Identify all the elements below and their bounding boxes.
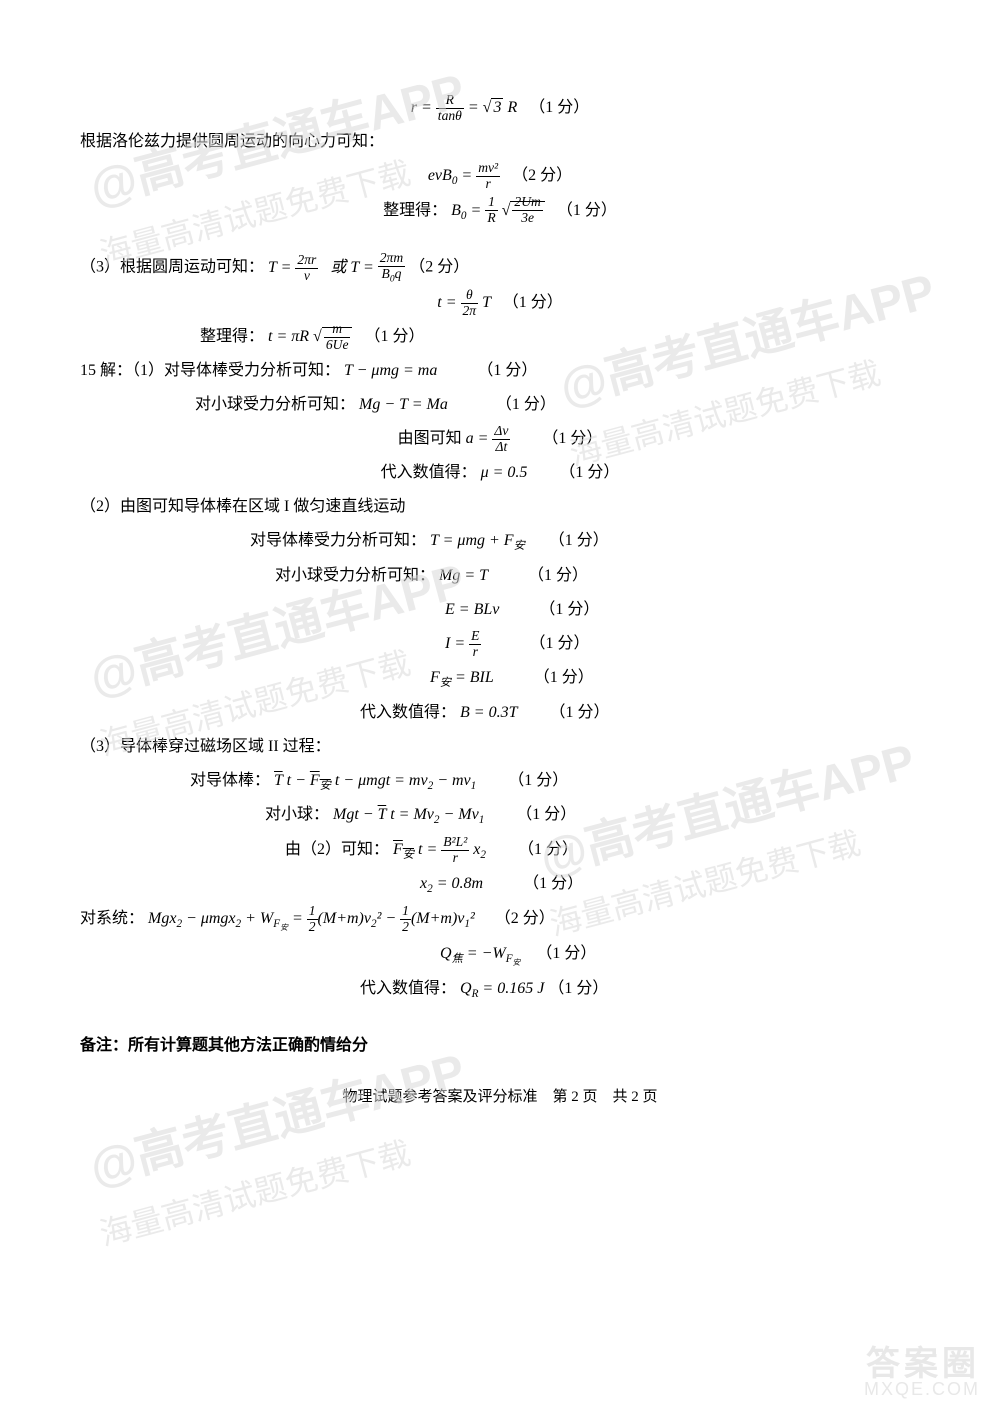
- formula-t2: t = πR √m6Ue: [268, 327, 356, 345]
- formula-Mg: Mg = T: [439, 567, 488, 584]
- eq-line-9: 对小球受力分析可知： Mg − T = Ma （1 分）: [80, 389, 920, 421]
- score: （1 分）: [559, 464, 619, 481]
- formula-a: a = ΔvΔt: [466, 430, 515, 447]
- eq-line-18: 代入数值得： B = 0.3T （1 分）: [80, 697, 920, 729]
- formula-b0: B0 = 1R √2Um3e: [451, 202, 549, 219]
- label: 由图可知: [398, 430, 462, 447]
- eq-line-26: 代入数值得： QR = 0.165 J （1 分）: [80, 973, 920, 1006]
- score: （2 分）: [409, 259, 469, 276]
- score: （1 分）: [529, 99, 589, 116]
- formula-Fa: F安 = BIL: [430, 669, 494, 686]
- score: （1 分）: [477, 362, 537, 379]
- formula-impulse-ball: Mgt − T t = Mv2 − Mv1: [333, 806, 484, 823]
- formula-system: Mgx2 − μmgx2 + WF安 = 12(M+m)v2² − 12(M+m…: [148, 910, 479, 927]
- eq-line-10: 由图可知 a = ΔvΔt （1 分）: [80, 423, 920, 455]
- formula-x2: x2 = 0.8m: [420, 875, 483, 892]
- label: 整理得：: [200, 328, 264, 345]
- score: （1 分）: [503, 294, 563, 311]
- eq-line-4: 整理得： B0 = 1R √2Um3e （1 分）: [80, 195, 920, 228]
- label: 代入数值得：: [360, 980, 456, 997]
- eq-line-16: I = Er （1 分）: [80, 628, 920, 660]
- formula-rod: T − μmg = ma: [344, 362, 437, 379]
- formula-mu: μ = 0.5: [481, 464, 528, 481]
- score: （2 分）: [512, 167, 572, 184]
- prefix: 15 解：（1）对导体棒受力分析可知：: [80, 362, 340, 379]
- eq-line-14: 对小球受力分析可知： Mg = T （1 分）: [80, 560, 920, 592]
- eq-line-21: 对小球： Mgt − T t = Mv2 − Mv1 （1 分）: [80, 799, 920, 832]
- formula-QR: QR = 0.165 J: [460, 980, 544, 997]
- formula-impulse-rod: T t − F安 t − μmgt = mv2 − mv1: [274, 772, 476, 789]
- score: （1 分）: [549, 532, 609, 549]
- page-content: r = Rtanθ = √3 R （1 分） 根据洛伦兹力提供圆周运动的向心力可…: [0, 0, 1000, 1162]
- spacer: [80, 229, 920, 249]
- eq-line-25: Q焦 = −WF安 （1 分）: [80, 938, 920, 971]
- brand-watermark: 答案圈 MXQE.COM: [864, 1336, 980, 1400]
- eq-line-5: （3）根据圆周运动可知： T = 2πrv 或 T = 2πmB0q （2 分）: [80, 251, 920, 285]
- formula-r: r = Rtanθ = √3 R: [411, 99, 521, 116]
- formula-t: t = θ2π T: [437, 294, 494, 311]
- score: （1 分）: [518, 841, 578, 858]
- eq-line-7: 整理得： t = πR √m6Ue （1 分）: [80, 321, 920, 353]
- score: （1 分）: [528, 567, 588, 584]
- score: （1 分）: [539, 601, 599, 618]
- score: （1 分）: [548, 980, 608, 997]
- score: （1 分）: [523, 875, 583, 892]
- score: （1 分）: [364, 328, 424, 345]
- eq-line-17: F安 = BIL （1 分）: [80, 662, 920, 695]
- label: 对导体棒受力分析可知：: [250, 532, 426, 549]
- eq-line-24: 对系统： Mgx2 − μmgx2 + WF安 = 12(M+m)v2² − 1…: [80, 903, 920, 936]
- label: 代入数值得：: [360, 704, 456, 721]
- score: （1 分）: [542, 430, 602, 447]
- formula-ball: Mg − T = Ma: [359, 396, 448, 413]
- eq-line-15: E = BLv （1 分）: [80, 594, 920, 626]
- eq-line-11: 代入数值得： μ = 0.5 （1 分）: [80, 457, 920, 489]
- score: （1 分）: [529, 635, 589, 652]
- score: （1 分）: [516, 806, 576, 823]
- label: 对导体棒：: [190, 772, 270, 789]
- eq-line-3: evB0 = mv²r （2 分）: [80, 160, 920, 193]
- eq-line-22: 由（2）可知： F安 t = B²L²r x2 （1 分）: [80, 834, 920, 867]
- label: 代入数值得：: [381, 464, 477, 481]
- note-line: 备注：所有计算题其他方法正确酌情给分: [80, 1030, 920, 1062]
- formula-Q: Q焦 = −WF安: [440, 945, 520, 962]
- text-line-2: 根据洛伦兹力提供圆周运动的向心力可知：: [80, 126, 920, 158]
- eq-line-6: t = θ2π T （1 分）: [80, 287, 920, 319]
- page-footer: 物理试题参考答案及评分标准 第 2 页 共 2 页: [80, 1082, 920, 1112]
- prefix: 对小球受力分析可知：: [195, 396, 355, 413]
- eq-line-13: 对导体棒受力分析可知： T = μmg + F安 （1 分）: [80, 525, 920, 558]
- eq-line-8: 15 解：（1）对导体棒受力分析可知： T − μmg = ma （1 分）: [80, 355, 920, 387]
- score: （1 分）: [536, 945, 596, 962]
- brand-bottom: MXQE.COM: [864, 1379, 980, 1400]
- eq-line-23: x2 = 0.8m （1 分）: [80, 868, 920, 901]
- eq-line-20: 对导体棒： T t − F安 t − μmgt = mv2 − mv1 （1 分…: [80, 765, 920, 798]
- formula-B: B = 0.3T: [460, 704, 517, 721]
- eq-line-1: r = Rtanθ = √3 R （1 分）: [80, 92, 920, 124]
- formula-lorentz: evB0 = mv²r: [428, 167, 504, 184]
- formula-Fat: F安 t = B²L²r x2: [393, 841, 490, 858]
- score: （1 分）: [549, 704, 609, 721]
- text-line-19: （3）导体棒穿过磁场区域 II 过程：: [80, 731, 920, 763]
- text-line-12: （2）由图可知导体棒在区域 I 做匀速直线运动: [80, 491, 920, 523]
- score: （1 分）: [557, 202, 617, 219]
- score: （1 分）: [496, 396, 556, 413]
- score: （1 分）: [534, 669, 594, 686]
- score: （2 分）: [495, 910, 555, 927]
- formula-I: I = Er: [445, 635, 485, 652]
- brand-top: 答案圈: [864, 1336, 980, 1385]
- formula-T2: T = μmg + F安: [430, 532, 525, 549]
- score: （1 分）: [508, 772, 568, 789]
- formula-E: E = BLv: [445, 601, 499, 618]
- label: 对系统：: [80, 910, 144, 927]
- formula-T: T = 2πrv 或 T = 2πmB0q: [268, 259, 409, 276]
- label: 整理得：: [383, 202, 447, 219]
- label: 由（2）可知：: [285, 841, 389, 858]
- prefix: （3）根据圆周运动可知：: [80, 259, 264, 276]
- label: 对小球：: [265, 806, 329, 823]
- label: 对小球受力分析可知：: [275, 567, 435, 584]
